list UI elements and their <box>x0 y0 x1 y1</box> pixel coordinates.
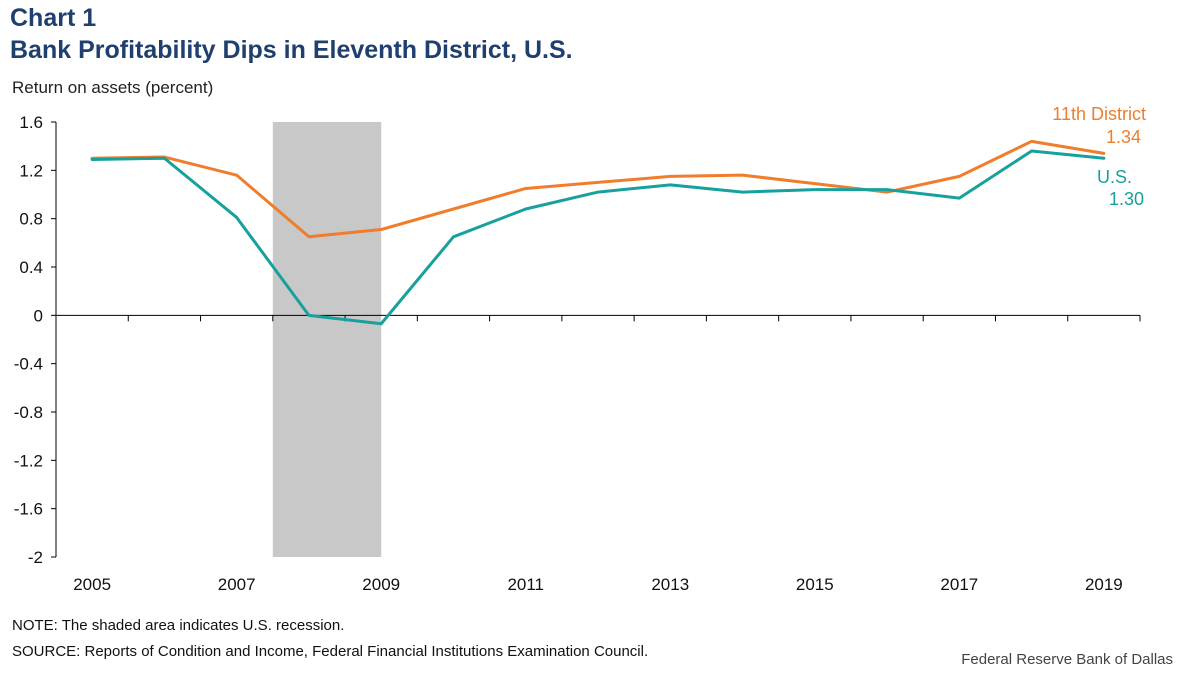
y-tick-label: -0.4 <box>14 355 43 374</box>
labels-layer: 11th District 1.34 U.S.1.30 <box>1052 104 1146 209</box>
chart-note: NOTE: The shaded area indicates U.S. rec… <box>12 617 345 634</box>
y-tick-label: 1.6 <box>19 113 43 132</box>
y-tick-label: -1.6 <box>14 500 43 519</box>
y-tick-label: 1.2 <box>19 161 43 180</box>
x-tick-label: 2017 <box>940 575 978 594</box>
y-tick-label: 0.8 <box>19 210 43 229</box>
recession-band <box>272 122 382 557</box>
x-tick-label: 2005 <box>73 575 111 594</box>
y-axis-label: Return on assets (percent) <box>12 78 214 97</box>
chart-title: Bank Profitability Dips in Eleventh Dist… <box>10 36 573 64</box>
chart-credit: Federal Reserve Bank of Dallas <box>961 651 1173 668</box>
x-tick-label: 2007 <box>218 575 256 594</box>
chart-number: Chart 1 <box>10 4 97 32</box>
y-tick-label: 0.4 <box>19 258 43 277</box>
x-tick-label: 2013 <box>651 575 689 594</box>
series-line-district <box>90 139 1106 239</box>
series-value-us: 1.30 <box>1109 189 1144 209</box>
y-tick-label: 0 <box>34 306 43 325</box>
y-tick-label: -0.8 <box>14 403 43 422</box>
x-tick-label: 2009 <box>362 575 400 594</box>
chart-source: SOURCE: Reports of Condition and Income,… <box>12 643 649 660</box>
series-line-us <box>90 149 1106 326</box>
series-label-district: 11th District <box>1052 104 1146 124</box>
axes-layer: 1.6 1.2 0.8 0.4 0 -0.4 -0.8 -1.2 -1.6 -2 2005 2007 2… <box>14 113 1141 594</box>
x-tick-label: 2011 <box>507 575 544 594</box>
y-tick-label: -2 <box>28 548 43 567</box>
series-label-us: U.S. <box>1097 167 1132 187</box>
y-tick-label: -1.2 <box>14 451 43 470</box>
x-tick-label: 2015 <box>796 575 834 594</box>
x-tick-label: 2019 <box>1085 575 1123 594</box>
series-layer <box>90 139 1106 326</box>
recession-band-layer <box>272 122 382 557</box>
series-value-district: 1.34 <box>1106 127 1141 147</box>
